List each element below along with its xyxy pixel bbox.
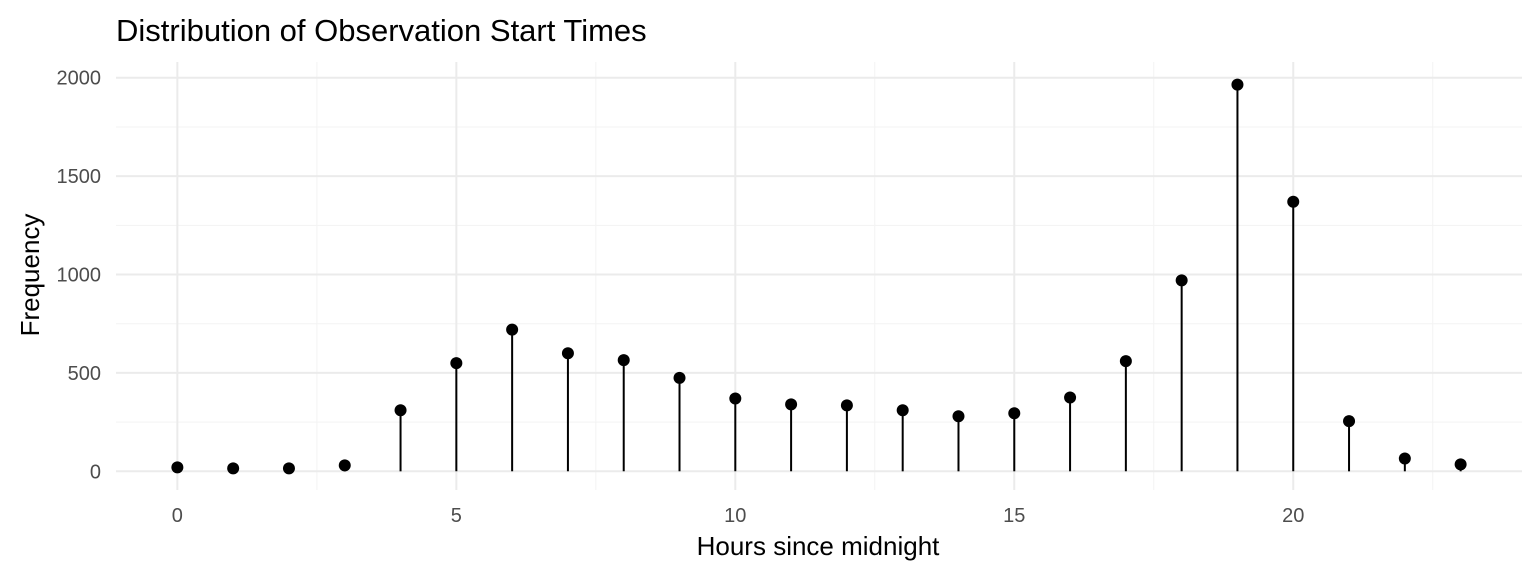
- x-tick-label: 15: [1003, 505, 1025, 527]
- chart-title: Distribution of Observation Start Times: [116, 13, 647, 48]
- lollipop-point: [1064, 391, 1077, 404]
- y-axis-title: Frequency: [15, 214, 45, 337]
- x-tick-label: 20: [1282, 505, 1304, 527]
- stems-layer: [176, 84, 1462, 472]
- y-axis-ticks: 0 500 1000 1500 2000: [57, 68, 102, 484]
- lollipop-point: [952, 410, 965, 423]
- lollipop-point: [227, 462, 240, 475]
- points-layer: [171, 78, 1467, 475]
- lollipop-point: [1175, 274, 1188, 287]
- y-tick-label: 1500: [57, 166, 102, 188]
- lollipop-point: [729, 392, 742, 405]
- lollipop-point: [394, 404, 407, 417]
- y-tick-label: 1000: [57, 265, 102, 287]
- lollipop-point: [1287, 195, 1300, 208]
- y-tick-label: 0: [90, 461, 101, 483]
- lollipop-point: [1343, 415, 1356, 428]
- y-tick-label: 2000: [57, 68, 102, 90]
- x-axis-ticks: 0 5 10 15 20: [172, 505, 1305, 527]
- lollipop-point: [282, 462, 295, 475]
- lollipop-point: [1231, 78, 1244, 91]
- x-axis-title: Hours since midnight: [697, 531, 941, 561]
- lollipop-point: [840, 399, 853, 412]
- x-tick-label: 0: [172, 505, 183, 527]
- lollipop-point: [1398, 452, 1411, 465]
- lollipop-point: [1454, 458, 1467, 471]
- lollipop-point: [1008, 407, 1021, 420]
- y-tick-label: 500: [68, 363, 101, 385]
- lollipop-point: [617, 354, 630, 367]
- lollipop-point: [338, 459, 351, 472]
- grid-layer: [116, 62, 1522, 490]
- lollipop-point: [673, 371, 686, 384]
- lollipop-point: [506, 323, 519, 336]
- lollipop-point: [896, 404, 909, 417]
- lollipop-point: [171, 461, 184, 474]
- lollipop-point: [450, 357, 463, 370]
- lollipop-point: [785, 398, 798, 411]
- lollipop-point: [1119, 355, 1132, 368]
- x-tick-label: 10: [724, 505, 746, 527]
- x-tick-label: 5: [451, 505, 462, 527]
- lollipop-point: [561, 347, 574, 360]
